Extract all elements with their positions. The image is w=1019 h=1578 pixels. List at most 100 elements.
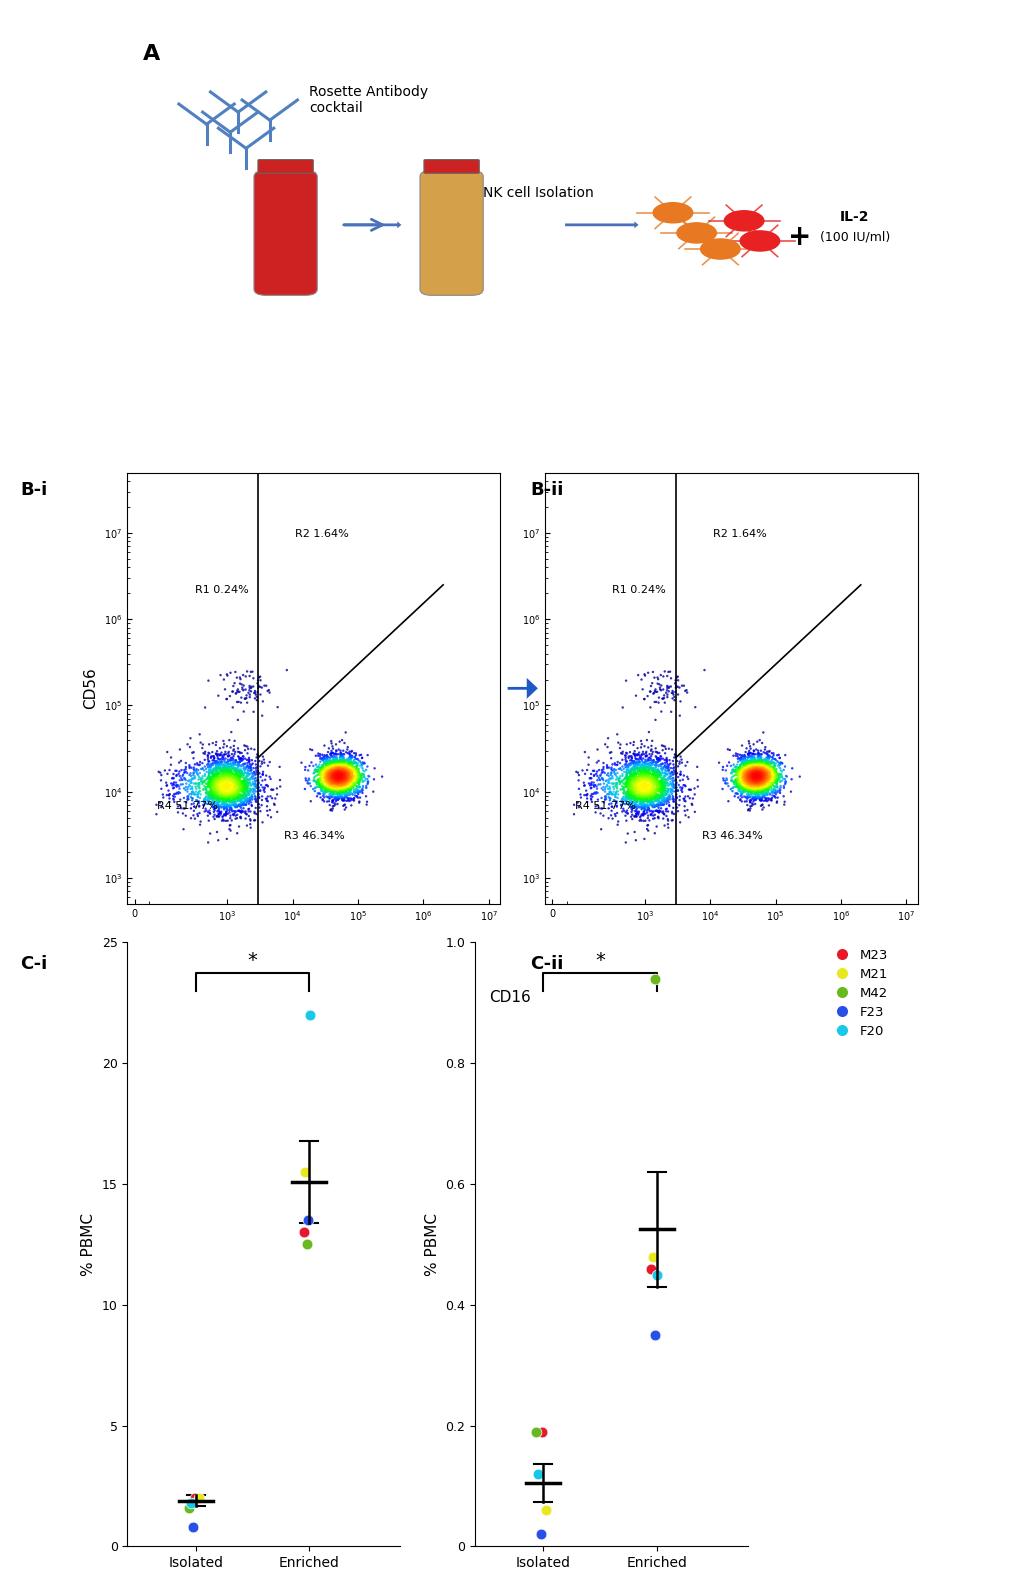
Point (648, 814, 664, 839)
Point (334, 761, 351, 786)
Point (745, 781, 761, 806)
Point (347, 757, 364, 783)
Point (648, 781, 664, 806)
Point (320, 765, 336, 791)
Point (251, 748, 267, 773)
Point (629, 757, 645, 783)
Point (227, 773, 244, 798)
Point (332, 739, 348, 764)
Point (740, 772, 756, 797)
Point (218, 750, 234, 775)
Point (759, 754, 775, 780)
Point (757, 767, 773, 792)
Point (669, 772, 686, 797)
Point (757, 757, 773, 783)
Point (741, 773, 757, 798)
Point (646, 784, 662, 810)
Point (318, 764, 334, 789)
Point (729, 757, 745, 783)
Point (328, 745, 344, 770)
Point (737, 740, 753, 765)
Point (342, 770, 359, 795)
Point (661, 770, 678, 795)
Point (614, 775, 631, 800)
Point (755, 776, 771, 802)
Point (329, 778, 345, 803)
Point (213, 764, 229, 789)
Point (729, 742, 745, 767)
Point (636, 770, 652, 795)
Point (719, 737, 736, 762)
Point (322, 780, 338, 805)
Point (218, 768, 234, 794)
Point (334, 776, 351, 802)
Point (741, 753, 757, 778)
Point (204, 773, 220, 798)
Point (326, 757, 342, 783)
Point (648, 798, 664, 824)
Point (226, 784, 243, 810)
Point (215, 767, 231, 792)
Point (336, 757, 353, 783)
Point (224, 768, 240, 794)
Point (230, 759, 247, 784)
Point (658, 787, 675, 813)
Point (608, 775, 625, 800)
Point (618, 761, 634, 786)
Point (758, 775, 774, 800)
Point (306, 768, 322, 794)
Point (625, 780, 641, 805)
Point (626, 791, 642, 816)
Point (231, 776, 248, 802)
Point (228, 773, 245, 798)
Point (319, 764, 335, 789)
Point (324, 767, 340, 792)
Point (176, 767, 193, 792)
Point (307, 757, 323, 783)
Point (615, 780, 632, 805)
Point (341, 751, 358, 776)
Point (587, 773, 603, 798)
Point (768, 768, 785, 794)
Point (638, 759, 654, 784)
Point (327, 767, 343, 792)
Point (220, 783, 236, 808)
Point (345, 754, 362, 780)
Point (207, 759, 223, 784)
Point (316, 751, 332, 776)
Point (631, 764, 647, 789)
Point (750, 759, 766, 784)
Point (750, 783, 766, 808)
Point (173, 757, 190, 783)
Point (216, 773, 232, 798)
Point (324, 764, 340, 789)
Point (648, 757, 664, 783)
Point (346, 745, 363, 770)
Point (235, 770, 252, 795)
Point (230, 759, 247, 784)
Point (726, 754, 742, 780)
Point (335, 754, 352, 780)
Point (740, 759, 756, 784)
Point (237, 787, 254, 813)
Point (209, 784, 225, 810)
Point (328, 746, 344, 772)
Point (229, 762, 246, 787)
Point (333, 776, 350, 802)
Point (760, 767, 776, 792)
Point (767, 770, 784, 795)
Point (745, 786, 761, 811)
Point (645, 765, 661, 791)
Point (579, 757, 595, 783)
Point (323, 759, 339, 784)
Point (213, 750, 229, 775)
Point (750, 762, 766, 787)
Point (736, 745, 752, 770)
Point (625, 764, 641, 789)
Point (748, 759, 764, 784)
Point (654, 746, 671, 772)
Point (216, 795, 232, 821)
Point (730, 764, 746, 789)
Point (635, 794, 651, 819)
Point (195, 770, 211, 795)
